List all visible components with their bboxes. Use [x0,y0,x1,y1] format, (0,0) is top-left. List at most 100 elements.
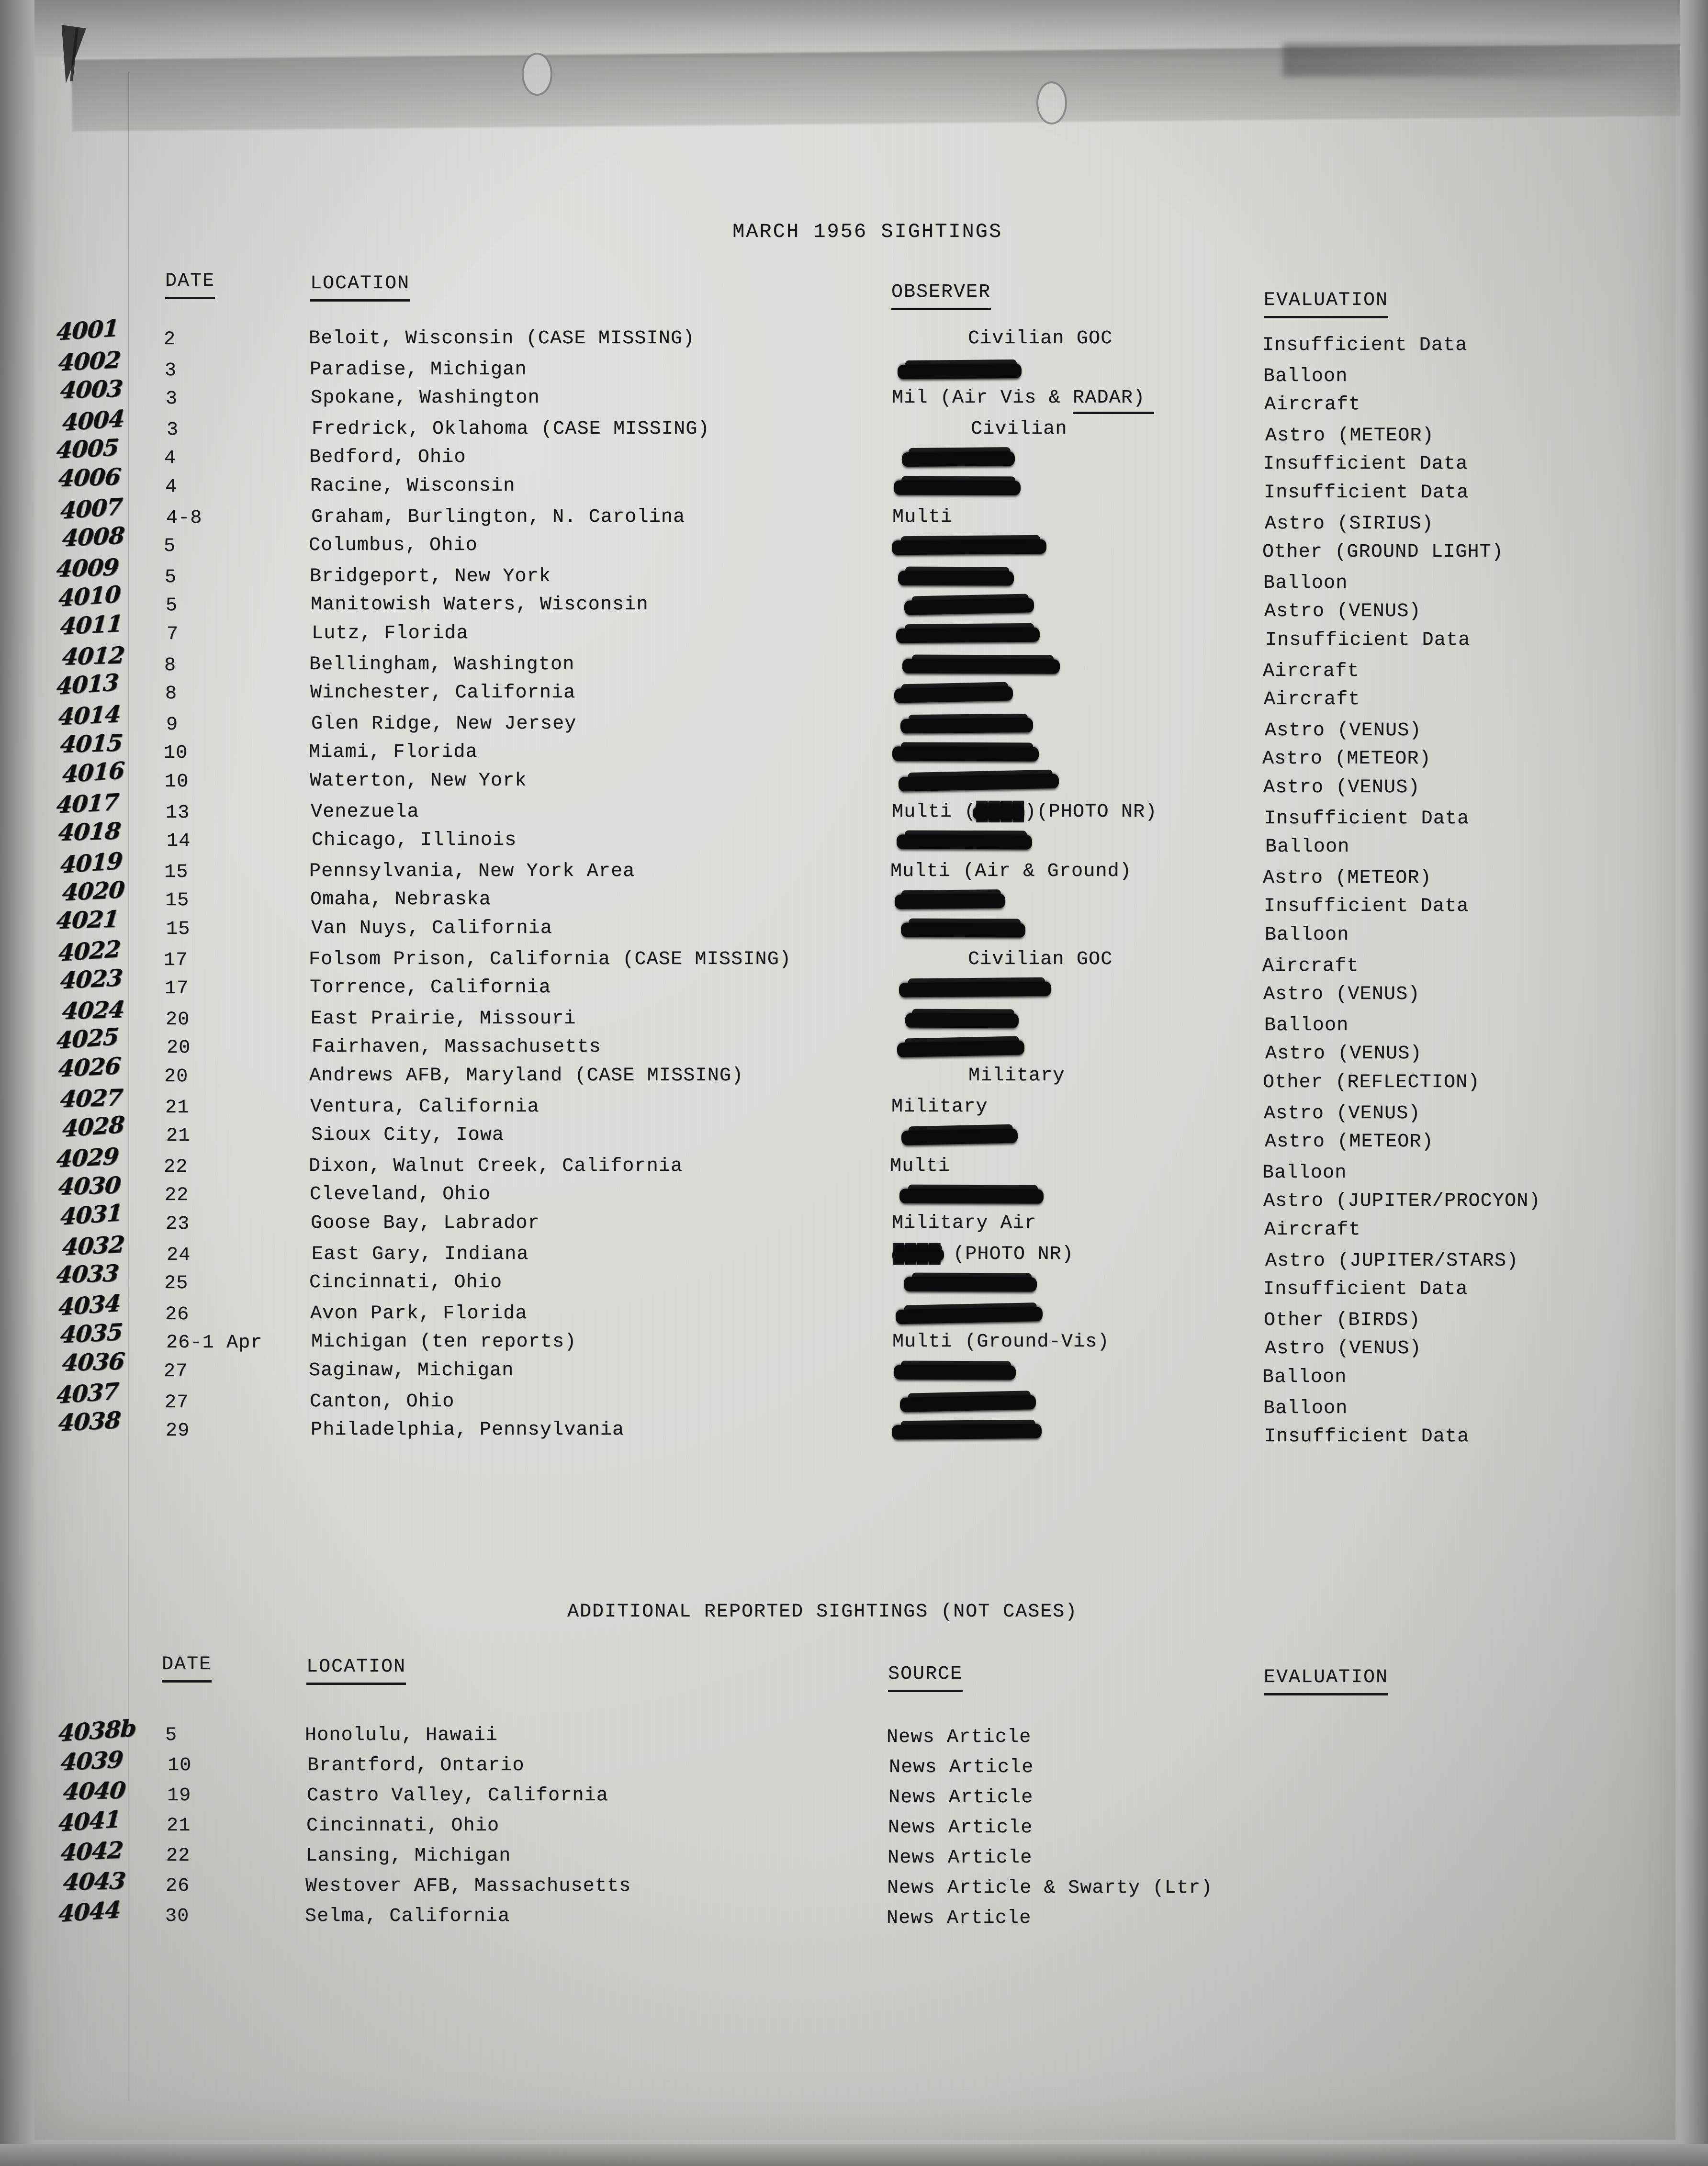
case-number-handwritten: 4033 [55,1260,120,1289]
cell-evaluation: Astro (VENUS) [1264,601,1421,623]
case-number-handwritten: 4005 [56,434,120,464]
case-number-handwritten: 4001 [56,314,119,346]
cell-evaluation: Astro (METEOR) [1262,748,1431,770]
redaction-bar [900,718,1034,734]
case-number-handwritten: 4015 [59,729,124,759]
cell-date: 24 [167,1244,191,1266]
case-number-handwritten: 4038b [57,1715,137,1747]
case-number-handwritten: 4014 [57,700,122,731]
additional-header-evaluation: EVALUATION [1264,1667,1389,1695]
redaction-bar [893,480,1021,495]
cell-date: 20 [166,1009,190,1031]
cell-evaluation: Astro (VENUS) [1265,1338,1422,1360]
cell-date: 27 [164,1361,188,1382]
cell-source: News Article [888,1847,1033,1869]
inline-redaction-blob [892,1248,944,1262]
redaction-bar [896,834,1033,850]
cell-location: Sioux City, Iowa [311,1124,505,1146]
cell-evaluation: Astro (VENUS) [1263,984,1420,1006]
case-number-handwritten: 4022 [57,935,121,967]
cell-date: 23 [166,1213,190,1235]
cell-location: Brantford, Ontario [307,1755,525,1776]
cell-location: Columbus, Ohio [309,535,478,557]
cell-evaluation: Aircraft [1264,394,1361,416]
cell-date: 5 [166,595,178,617]
cell-location: Goose Bay, Labrador [311,1212,540,1234]
cell-evaluation: Aircraft [1264,689,1360,711]
cell-date: 3 [166,388,178,410]
main-header-location: LOCATION [310,273,410,302]
redaction-bar [902,659,1060,674]
cell-observer: Multi (████)(PHOTO NR) [892,801,1157,823]
cell-evaluation: Insufficient Data [1263,1279,1468,1301]
cell-date: 8 [164,654,177,676]
case-number-handwritten: 4034 [57,1290,121,1321]
case-number-handwritten: 4035 [59,1319,124,1349]
punch-hole-left [522,53,552,96]
cell-observer: Military [891,1096,988,1118]
cell-location: Paradise, Michigan [310,359,527,381]
radar-underline [1073,412,1154,415]
cell-location: Van Nuys, California [311,918,553,939]
redaction-bar [897,363,1022,379]
redaction-bar [895,1306,1043,1324]
cell-evaluation: Astro (VENUS) [1265,1043,1422,1065]
redaction-bar [897,1040,1025,1058]
redaction-bar [892,746,1039,762]
main-header-date: DATE [165,270,215,299]
cell-date: 20 [167,1037,191,1059]
punch-hole-right [1036,81,1067,124]
cell-observer: Military Air [892,1212,1037,1234]
cell-date: 25 [164,1273,189,1295]
cell-date: 10 [168,1755,192,1776]
cell-location: Canton, Ohio [310,1391,455,1413]
case-number-handwritten: 4028 [61,1111,125,1143]
cell-evaluation: Insufficient Data [1262,335,1468,356]
cell-observer: Multi [892,506,953,528]
main-header-observer: OBSERVER [891,281,991,310]
case-number-handwritten: 4026 [57,1052,122,1083]
main-header-evaluation: EVALUATION [1264,290,1389,318]
case-number-handwritten: 4008 [61,522,125,552]
cell-location: Cincinnati, Ohio [309,1272,503,1294]
case-number-handwritten: 4009 [55,553,120,583]
cell-date: 22 [164,1156,188,1178]
cell-evaluation: Astro (METEOR) [1265,1131,1434,1153]
cell-location: Bridgeport, New York [310,565,551,587]
cell-evaluation: Aircraft [1264,1219,1361,1241]
cell-observer: Military [968,1065,1065,1087]
case-number-handwritten: 4023 [59,964,124,995]
case-number-handwritten: 4041 [57,1806,121,1837]
cell-date: 4-8 [166,507,202,529]
redaction-bar [891,1424,1042,1440]
cell-date: 17 [164,949,188,971]
redaction-bar [901,451,1015,467]
case-number-handwritten: 4006 [57,463,122,492]
cell-source: News Article [888,1787,1034,1808]
redaction-bar [894,686,1013,703]
case-number-handwritten: 4030 [57,1172,122,1201]
cell-evaluation: Astro (VENUS) [1264,1102,1421,1124]
redaction-bar [893,1365,1016,1380]
case-number-handwritten: 4020 [61,876,125,907]
case-number-handwritten: 4029 [56,1143,120,1173]
cell-location: East Prairie, Missouri [311,1008,576,1030]
case-number-handwritten: 4011 [59,610,124,640]
cell-location: Chicago, Illinois [312,830,517,852]
cell-evaluation: Insufficient Data [1264,896,1469,918]
cell-observer: Multi (Ground-Vis) [892,1331,1110,1353]
inline-redaction-blob [972,806,1025,819]
cell-date: 15 [166,919,191,940]
cell-evaluation: Balloon [1265,924,1349,946]
redaction-bar [898,571,1014,586]
cell-evaluation: Balloon [1263,572,1348,594]
case-number-handwritten: 4021 [55,906,120,934]
cell-date: 26-1 Apr [166,1332,263,1354]
cell-evaluation: Other (GROUND LIGHT) [1262,541,1504,563]
cell-observer: Multi [890,1155,951,1177]
cell-observer: Civilian GOC [968,948,1113,970]
cell-date: 3 [167,419,179,441]
cell-location: Fairhaven, Massachusetts [312,1036,601,1058]
redaction-bar [903,1277,1037,1292]
cell-date: 4 [165,476,178,498]
